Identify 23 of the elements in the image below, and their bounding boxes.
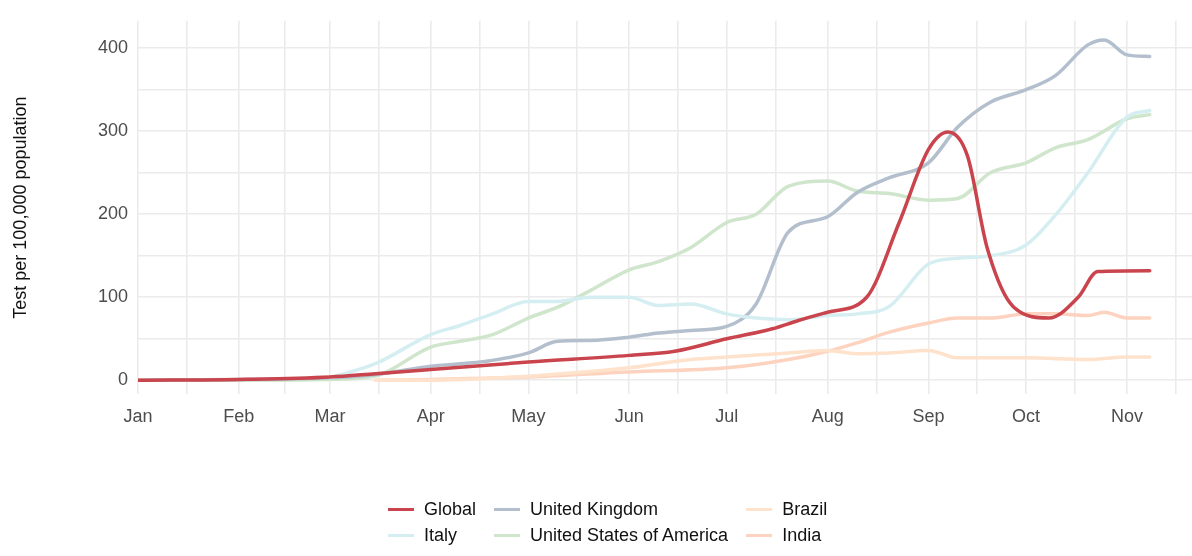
legend-label: India bbox=[782, 524, 822, 546]
x-tick-label: Jan bbox=[123, 406, 153, 427]
legend-label: Brazil bbox=[782, 498, 828, 520]
legend-label: United States of America bbox=[530, 524, 729, 546]
x-tick-label: May bbox=[511, 406, 546, 427]
y-axis-title: Test per 100,000 population bbox=[9, 96, 30, 319]
legend-label: Global bbox=[424, 498, 477, 520]
y-tick-label: 400 bbox=[97, 37, 128, 58]
x-tick-label: Nov bbox=[1110, 406, 1143, 427]
legend-label: United Kingdom bbox=[530, 498, 659, 520]
x-tick-label: Sep bbox=[912, 406, 945, 427]
y-tick-label: 100 bbox=[97, 286, 128, 307]
x-tick-label: Mar bbox=[314, 406, 346, 427]
y-tick-label: 300 bbox=[97, 120, 128, 141]
x-tick-label: Aug bbox=[811, 406, 844, 427]
x-tick-label: Jul bbox=[715, 406, 739, 427]
x-tick-label: Apr bbox=[416, 406, 445, 427]
y-tick-label: 0 bbox=[117, 369, 128, 390]
x-tick-label: Oct bbox=[1012, 406, 1041, 427]
x-tick-label: Feb bbox=[223, 406, 255, 427]
y-tick-label: 200 bbox=[97, 203, 128, 224]
x-tick-label: Jun bbox=[614, 406, 644, 427]
legend-label: Italy bbox=[424, 524, 458, 546]
